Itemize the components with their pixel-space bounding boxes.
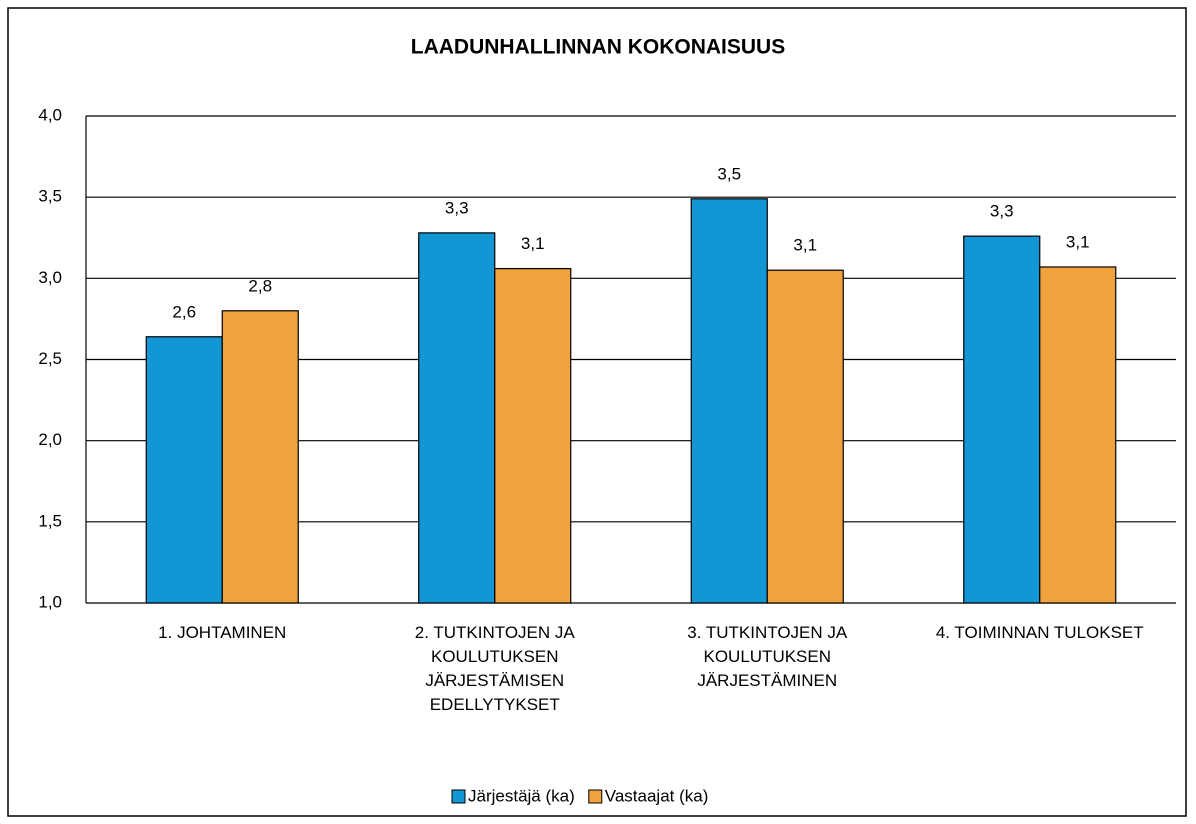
legend-label: Järjestäjä (ka) bbox=[468, 786, 575, 805]
chart-title: LAADUNHALLINNAN KOKONAISUUS bbox=[411, 36, 785, 59]
bar bbox=[963, 235, 1041, 604]
value-label: 3,1 bbox=[1066, 232, 1090, 251]
bar bbox=[766, 269, 844, 604]
value-label: 3,1 bbox=[793, 236, 817, 255]
bar bbox=[1039, 266, 1117, 604]
bar bbox=[145, 336, 223, 604]
value-label: 3,3 bbox=[990, 202, 1014, 221]
y-tick-label: 3,5 bbox=[38, 187, 62, 206]
value-label: 3,3 bbox=[445, 198, 469, 217]
x-tick-label: 1. JOHTAMINEN bbox=[158, 623, 286, 642]
value-label: 2,8 bbox=[248, 276, 272, 295]
y-tick-label: 2,0 bbox=[38, 430, 62, 449]
x-tick-label: 4. TOIMINNAN TULOKSET bbox=[936, 623, 1144, 642]
y-tick-label: 1,5 bbox=[38, 511, 62, 530]
y-tick-label: 3,0 bbox=[38, 268, 62, 287]
legend-label: Vastaajat (ka) bbox=[605, 786, 709, 805]
y-tick-label: 2,5 bbox=[38, 349, 62, 368]
value-label: 2,6 bbox=[172, 302, 196, 321]
x-tick-label: 3. TUTKINTOJEN JA KOULUTUKSEN JÄRJESTÄMINE… bbox=[687, 623, 848, 690]
value-label: 3,5 bbox=[717, 164, 741, 183]
bar bbox=[494, 267, 572, 604]
value-label: 3,1 bbox=[521, 234, 545, 253]
y-tick-label: 4,0 bbox=[38, 105, 62, 124]
bar bbox=[221, 310, 299, 604]
legend-swatch bbox=[588, 789, 603, 804]
x-tick-label: 2. TUTKINTOJEN JA KOULUTUKSEN JÄRJESTÄMISE… bbox=[415, 623, 576, 714]
y-tick-label: 1,0 bbox=[38, 592, 62, 611]
bar bbox=[690, 198, 768, 604]
legend-swatch bbox=[451, 789, 466, 804]
bar bbox=[418, 232, 496, 604]
